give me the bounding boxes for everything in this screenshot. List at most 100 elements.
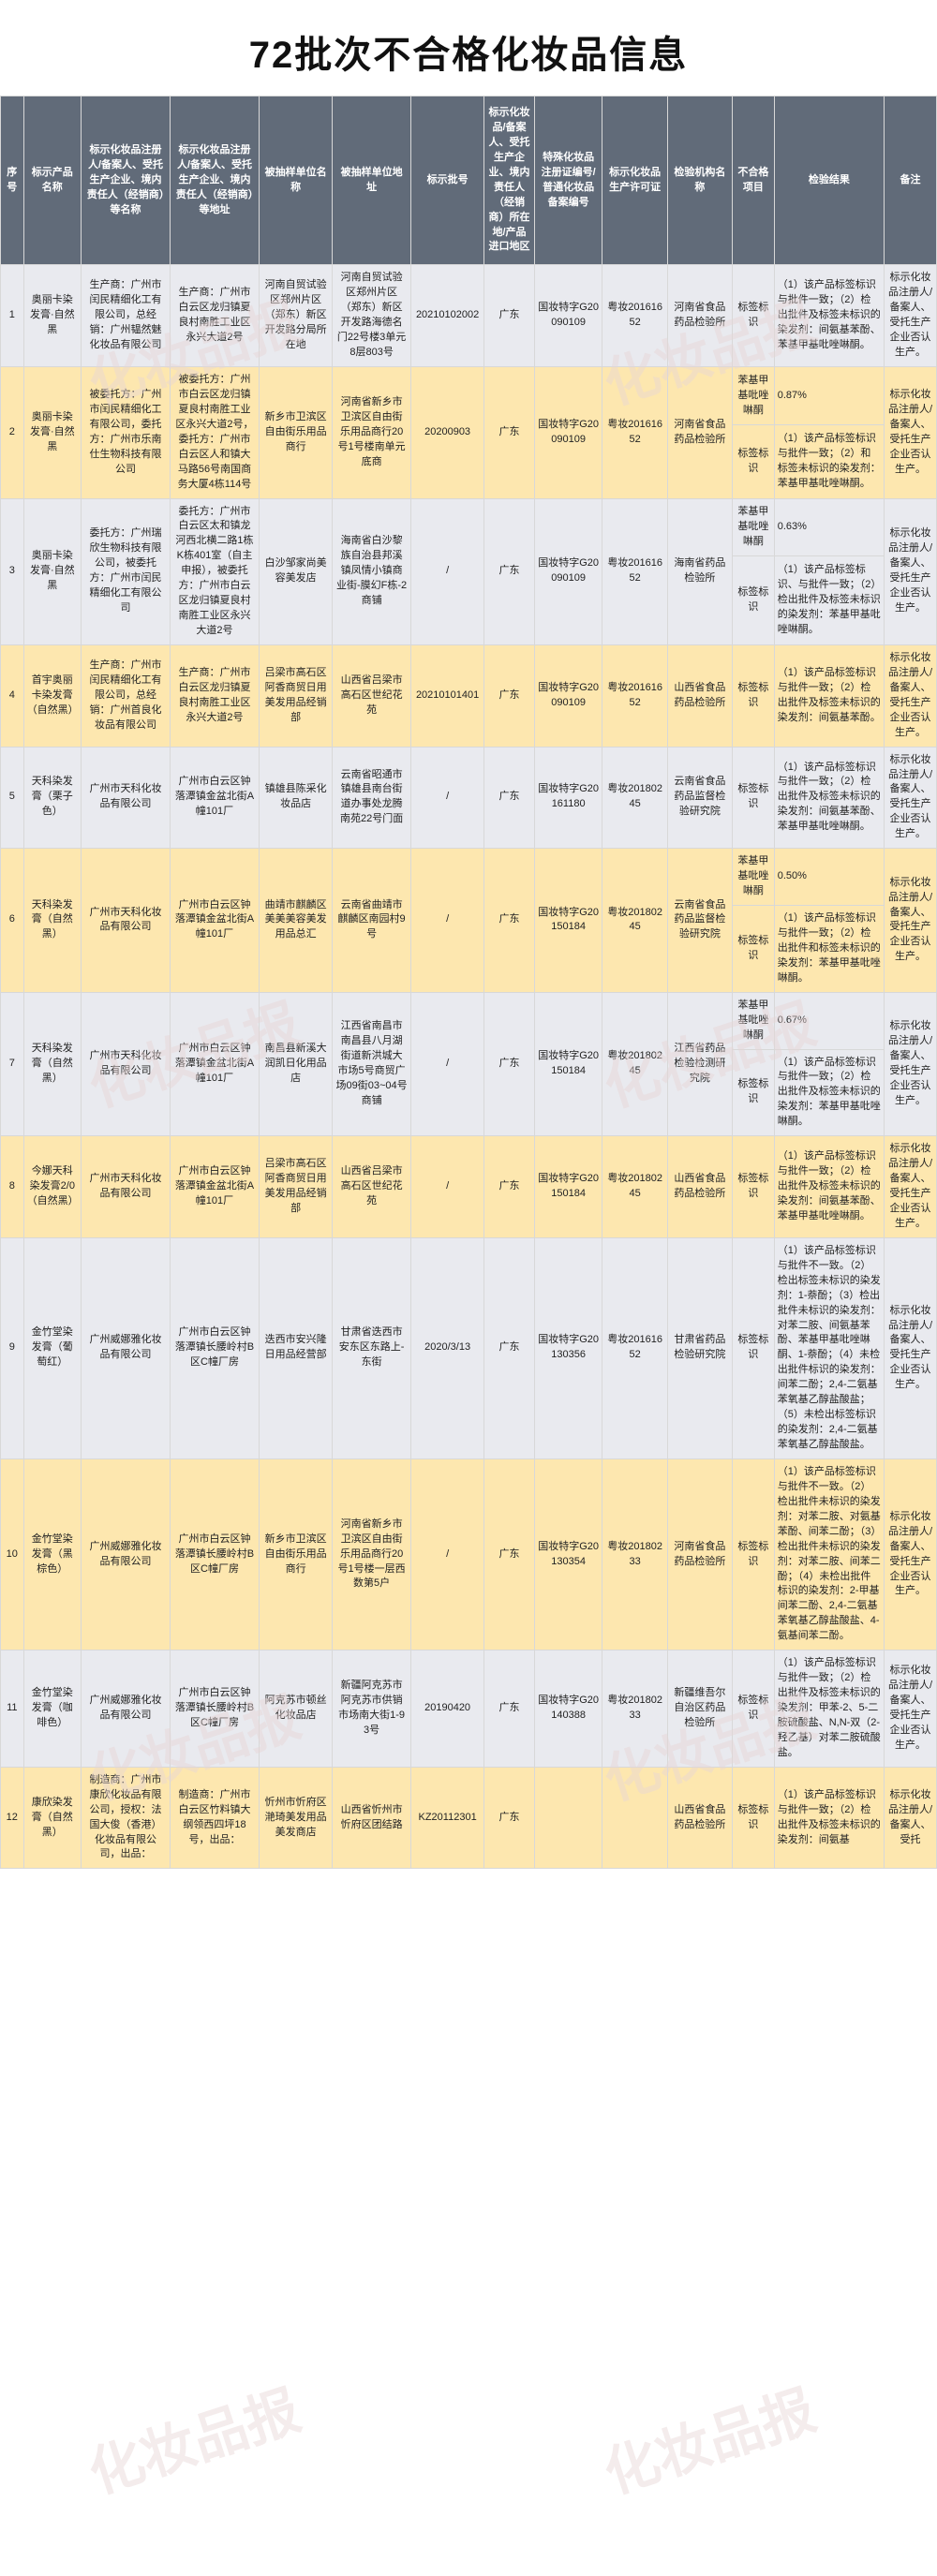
cell-lic: 粤妆20180245 xyxy=(602,992,667,1136)
cell-saddr: 云南省昭通市镇雄县南台街道办事处龙腾南苑22号门面 xyxy=(333,747,411,849)
cell-batch: / xyxy=(410,498,483,644)
cell-seq: 6 xyxy=(1,849,24,993)
cell-res: 0.67% xyxy=(774,992,884,1049)
cell-batch: / xyxy=(410,992,483,1136)
cell-addr: 委托方：广州市白云区太和镇龙河西北横二路1栋K栋401室（自主申报），被委托方：… xyxy=(171,498,260,644)
data-table: 序号 标示产品名称 标示化妆品注册人/备案人、受托生产企业、境内责任人（经销商）… xyxy=(0,96,937,1869)
table-row: 1奥丽卡染发膏·自然黑生产商：广州市闰民精细化工有限公司，总经销：广州韫然魅化妆… xyxy=(1,265,937,367)
cell-samp: 忻州市忻府区滟琦美发用品美发商店 xyxy=(259,1767,332,1869)
cell-lic: 粤妆20180245 xyxy=(602,1136,667,1238)
cell-saddr: 江西省南昌市南昌县八月湖街道新洪城大市场5号商贸广场09街03~04号商铺 xyxy=(333,992,411,1136)
cell-note: 标示化妆品注册人/备案人、受托生产企业否认生产。 xyxy=(885,367,937,499)
table-row: 7天科染发膏（自然黑）广州市天科化妆品有限公司广州市白云区钟落潭镇金盆北街A幢1… xyxy=(1,992,937,1049)
cell-item: 苯基甲基吡唑啉酮 xyxy=(733,498,775,556)
page-title: 72批次不合格化妆品信息 xyxy=(0,0,937,96)
cell-res: （1）该产品标签标识与批件一致；（2）检出批件及标签未标识的染发剂：间氨基 xyxy=(774,1767,884,1869)
cell-org: 山西省食品药品检验所 xyxy=(667,1767,732,1869)
cell-cert: 国妆特字G20090109 xyxy=(534,265,602,367)
cell-seq: 9 xyxy=(1,1237,24,1458)
cell-note: 标示化妆品注册人/备案人、受托生产企业否认生产。 xyxy=(885,644,937,747)
cell-addr: 广州市白云区钟落潭镇金盆北街A幢101厂 xyxy=(171,747,260,849)
cell-reg: 广州威娜雅化妆品有限公司 xyxy=(82,1651,171,1768)
cell-item: 标签标识 xyxy=(733,1458,775,1650)
cell-addr: 生产商：广州市白云区龙归镇夏良村南胜工业区永兴大道2号 xyxy=(171,644,260,747)
cell-item: 标签标识 xyxy=(733,425,775,498)
cell-area: 广东 xyxy=(484,1458,535,1650)
cell-name: 金竹堂染发膏（黑棕色） xyxy=(23,1458,81,1650)
cell-seq: 12 xyxy=(1,1767,24,1869)
cell-note: 标示化妆品注册人/备案人、受托生产企业否认生产。 xyxy=(885,265,937,367)
cell-note: 标示化妆品注册人/备案人、受托生产企业否认生产。 xyxy=(885,1136,937,1238)
col-batch: 标示批号 xyxy=(410,96,483,265)
table-row: 11金竹堂染发膏（咖啡色）广州威娜雅化妆品有限公司广州市白云区钟落潭镇长腰岭村B… xyxy=(1,1651,937,1768)
cell-addr: 广州市白云区钟落潭镇金盆北街A幢101厂 xyxy=(171,992,260,1136)
cell-name: 今娜天科染发膏2/0（自然黑） xyxy=(23,1136,81,1238)
cell-batch: / xyxy=(410,1136,483,1238)
cell-batch: 20200903 xyxy=(410,367,483,499)
table-row: 4首宇奥丽卡染发膏（自然黑）生产商：广州市闰民精细化工有限公司，总经销：广州首良… xyxy=(1,644,937,747)
cell-reg: 广州威娜雅化妆品有限公司 xyxy=(82,1237,171,1458)
cell-seq: 4 xyxy=(1,644,24,747)
cell-area: 广东 xyxy=(484,1767,535,1869)
col-saddr: 被抽样单位地址 xyxy=(333,96,411,265)
cell-saddr: 甘肃省迭西市安东区东路上-东街 xyxy=(333,1237,411,1458)
cell-lic: 粤妆20161652 xyxy=(602,644,667,747)
col-res: 检验结果 xyxy=(774,96,884,265)
cell-batch: 20210101401 xyxy=(410,644,483,747)
cell-samp: 吕梁市高石区阿香商贸日用美发用品经销部 xyxy=(259,644,332,747)
watermark: 化妆品报 xyxy=(78,2366,309,2509)
cell-cert: 国妆特字G20150184 xyxy=(534,992,602,1136)
cell-samp: 白沙邹家尚美容美发店 xyxy=(259,498,332,644)
cell-note: 标示化妆品注册人/备案人、受托生产企业否认生产。 xyxy=(885,849,937,993)
cell-res: （1）该产品标签标识与批件一致；（2）检出批件及标签未标识的染发剂：间氨基苯酚。 xyxy=(774,644,884,747)
table-row: 10金竹堂染发膏（黑棕色）广州威娜雅化妆品有限公司广州市白云区钟落潭镇长腰岭村B… xyxy=(1,1458,937,1650)
cell-area: 广东 xyxy=(484,498,535,644)
cell-addr: 被委托方：广州市白云区龙归镇夏良村南胜工业区永兴大道2号，委托方：广州市白云区人… xyxy=(171,367,260,499)
cell-reg: 广州市天科化妆品有限公司 xyxy=(82,747,171,849)
cell-saddr: 河南省新乡市卫滨区自由街乐用品商行20号1号楼南单元底商 xyxy=(333,367,411,499)
cell-org: 河南省食品药品检验所 xyxy=(667,265,732,367)
cell-res: （1）该产品标签标识与批件一致；（2）检出批件及标签未标识的染发剂：间氨基苯酚、… xyxy=(774,265,884,367)
col-reg: 标示化妆品注册人/备案人、受托生产企业、境内责任人（经销商）等名称 xyxy=(82,96,171,265)
cell-org: 云南省食品药品监督检验研究院 xyxy=(667,747,732,849)
watermark: 化妆品报 xyxy=(593,2366,825,2509)
cell-note: 标示化妆品注册人/备案人、受托 xyxy=(885,1767,937,1869)
col-note: 备注 xyxy=(885,96,937,265)
cell-samp: 阿克苏市顿丝化妆品店 xyxy=(259,1651,332,1768)
cell-reg: 广州威娜雅化妆品有限公司 xyxy=(82,1458,171,1650)
table-body: 1奥丽卡染发膏·自然黑生产商：广州市闰民精细化工有限公司，总经销：广州韫然魅化妆… xyxy=(1,265,937,1869)
table-row: 9金竹堂染发膏（葡萄红）广州威娜雅化妆品有限公司广州市白云区钟落潭镇长腰岭村B区… xyxy=(1,1237,937,1458)
cell-org: 河南省食品药品检验所 xyxy=(667,1458,732,1650)
cell-area: 广东 xyxy=(484,265,535,367)
cell-item: 标签标识 xyxy=(733,747,775,849)
cell-area: 广东 xyxy=(484,992,535,1136)
cell-res: 0.50% xyxy=(774,849,884,906)
cell-lic: 粤妆20161652 xyxy=(602,367,667,499)
cell-name: 天科染发膏（自然黑） xyxy=(23,992,81,1136)
cell-addr: 广州市白云区钟落潭镇金盆北街A幢101厂 xyxy=(171,849,260,993)
cell-note: 标示化妆品注册人/备案人、受托生产企业否认生产。 xyxy=(885,1651,937,1768)
cell-cert: 国妆特字G20090109 xyxy=(534,644,602,747)
cell-org: 江西省药品检验检测研究院 xyxy=(667,992,732,1136)
cell-lic: 粤妆20180245 xyxy=(602,747,667,849)
cell-name: 奥丽卡染发膏·自然黑 xyxy=(23,265,81,367)
cell-reg: 生产商：广州市闰民精细化工有限公司，总经销：广州首良化妆品有限公司 xyxy=(82,644,171,747)
cell-area: 广东 xyxy=(484,644,535,747)
col-samp: 被抽样单位名称 xyxy=(259,96,332,265)
cell-cert: 国妆特字G20150184 xyxy=(534,1136,602,1238)
cell-cert xyxy=(534,1767,602,1869)
cell-area: 广东 xyxy=(484,1136,535,1238)
cell-saddr: 海南省白沙黎族自治县邦溪镇凤情小镇商业街-膜幻F栋-2商铺 xyxy=(333,498,411,644)
cell-lic: 粤妆20180245 xyxy=(602,849,667,993)
cell-batch: / xyxy=(410,747,483,849)
col-addr: 标示化妆品注册人/备案人、受托生产企业、境内责任人（经销商）等地址 xyxy=(171,96,260,265)
cell-samp: 南昌县新溪大润凯日化用品店 xyxy=(259,992,332,1136)
cell-org: 甘肃省药品检验研究院 xyxy=(667,1237,732,1458)
cell-area: 广东 xyxy=(484,747,535,849)
cell-addr: 广州市白云区钟落潭镇长腰岭村B区C幢厂房 xyxy=(171,1458,260,1650)
cell-samp: 新乡市卫滨区自由街乐用品商行 xyxy=(259,1458,332,1650)
cell-reg: 生产商：广州市闰民精细化工有限公司，总经销：广州韫然魅化妆品有限公司 xyxy=(82,265,171,367)
cell-reg: 广州市天科化妆品有限公司 xyxy=(82,1136,171,1238)
cell-saddr: 山西省吕梁市高石区世纪花苑 xyxy=(333,644,411,747)
cell-cert: 国妆特字G20140388 xyxy=(534,1651,602,1768)
